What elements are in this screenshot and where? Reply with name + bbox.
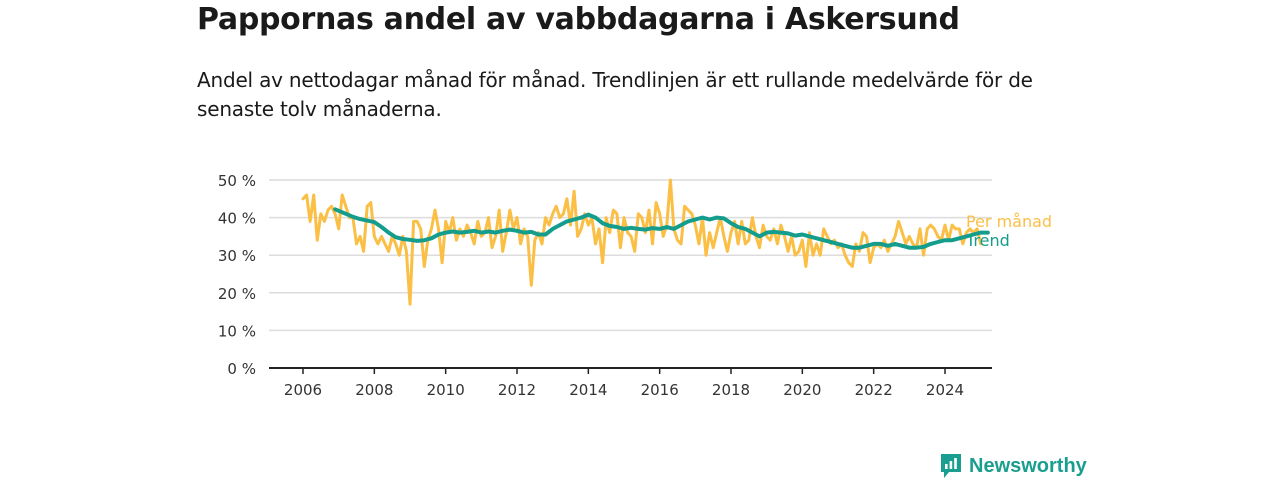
x-tick-label: 2008 [355,381,393,399]
brand-logo[interactable]: Newsworthy [939,451,1087,481]
x-axis-tick-labels: 2006 2008 2010 2012 2014 2016 2018 2020 2022 2024 [284,368,964,399]
y-tick-label: 10 % [218,322,256,340]
y-axis-tick-labels: 0 % 10 % 20 % 30 % 40 % 50 % [218,172,256,378]
page-title: Pappornas andel av vabbdagarna i Askersu… [197,2,960,37]
x-tick-label: 2012 [498,381,536,399]
grid-lines [269,179,992,332]
chart-subtitle: Andel av nettodagar månad för månad. Tre… [197,68,1033,121]
x-tick-label: 2006 [284,381,322,399]
newsworthy-logo-icon [941,454,961,478]
y-tick-label: 20 % [218,285,256,303]
y-tick-label: 0 % [227,360,256,378]
legend-label-per-manad: Per månad [966,212,1052,231]
brand-name: Newsworthy [969,454,1087,477]
y-tick-label: 50 % [218,172,256,190]
x-tick-label: 2018 [712,381,750,399]
x-tick-label: 2016 [641,381,679,399]
y-tick-label: 30 % [218,247,256,265]
x-tick-label: 2014 [569,381,607,399]
legend-label-trend: Trend [965,231,1010,250]
y-tick-label: 40 % [218,210,256,228]
series-lines [301,178,990,306]
series-line-trend [333,207,990,250]
x-tick-label: 2024 [926,381,964,399]
x-tick-label: 2020 [783,381,821,399]
x-tick-label: 2022 [855,381,893,399]
x-tick-label: 2010 [427,381,465,399]
